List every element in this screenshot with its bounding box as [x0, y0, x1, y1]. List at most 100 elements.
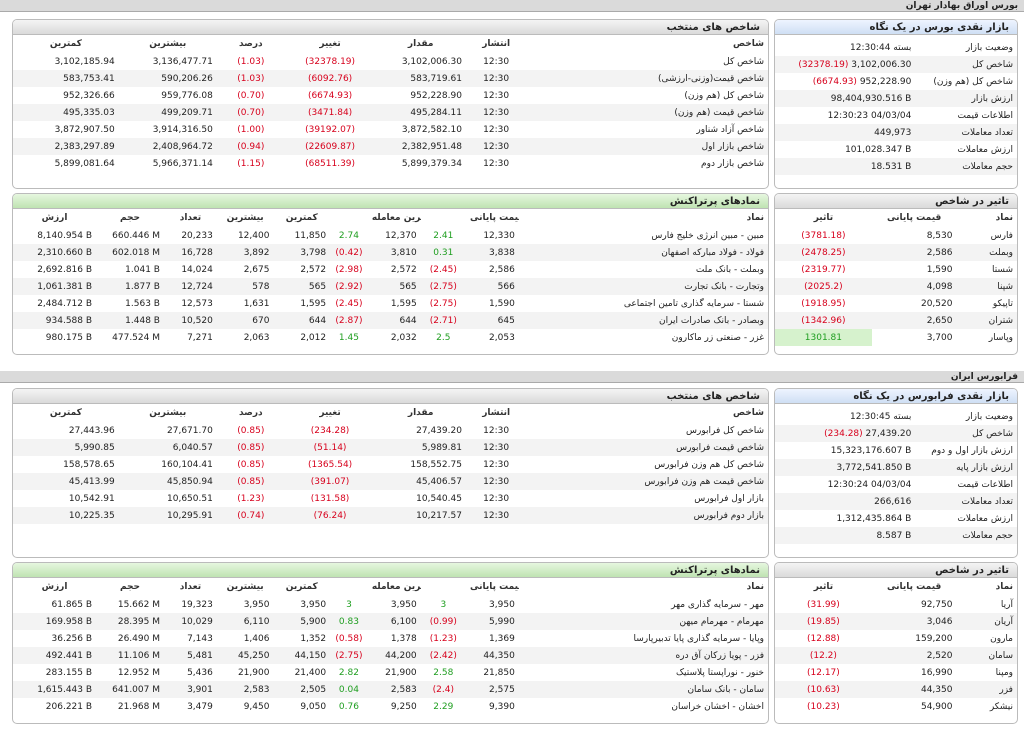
symbol-row[interactable]: 8,140.954 B 660.446 M 20,233 12,400 11,850 2.…: [13, 227, 768, 244]
symbol-row[interactable]: 2,484.712 B 1.563 B 12,573 1,631 1,595 (2.45)…: [13, 295, 768, 312]
impact-row[interactable]: (2025.2) 4,098 شپنا: [775, 278, 1017, 295]
symbol-name[interactable]: وپایا - سرمایه گذاری پایا تدبیرپارسا: [633, 633, 764, 644]
symbol-name[interactable]: فولاد - فولاد مبارکه اصفهان: [518, 244, 768, 261]
index-name[interactable]: بازار اول فرابورس: [694, 493, 764, 504]
table-row[interactable]: 583,753.41 590,206.26 (1.03) (6092.76) 583,7…: [13, 70, 768, 87]
index-name[interactable]: شاخص کل هم وزن فرابورس: [654, 459, 764, 470]
impact-symbol[interactable]: شتران: [956, 312, 1017, 329]
impact-symbol[interactable]: وبملت: [956, 244, 1017, 261]
impact-symbol[interactable]: ومپنا: [995, 667, 1013, 678]
index-name[interactable]: شاخص قیمت هم وزن فرابورس: [526, 473, 768, 490]
impact-row[interactable]: (19.85) 3,046 آریان: [775, 613, 1017, 630]
table-row[interactable]: 952,326.66 959,776.08 (0.70) (6674.93) 952,2…: [13, 87, 768, 104]
table-row[interactable]: 45,413.99 45,850.94 (0.85) (391.07) 45,406.5…: [13, 473, 768, 490]
index-name[interactable]: شاخص کل فرابورس: [686, 425, 764, 436]
index-name[interactable]: شاخص قیمت (هم وزن): [526, 104, 768, 121]
glance-row: (32378.19) 3,102,006.30 شاخص کل: [775, 56, 1017, 73]
cell: (0.99): [420, 613, 466, 630]
cell: 2,505: [273, 681, 331, 698]
impact-row[interactable]: (10.23) 54,900 نیشکر: [775, 698, 1017, 715]
cell: 12,573: [181, 298, 213, 309]
impact-row[interactable]: (31.99) 92,750 آریا: [775, 596, 1017, 613]
impact-symbol[interactable]: شستا: [991, 264, 1013, 275]
impact-row[interactable]: (12.17) 16,990 ومپنا: [775, 664, 1017, 681]
glance-value-cell: 3,772,541.850 B: [775, 459, 916, 476]
symbol-row[interactable]: 36.256 B 26.490 M 7,143 1,406 1,352 (0.58) 1,3…: [13, 630, 768, 647]
table-row[interactable]: 10,542.91 10,650.51 (1.23) (131.58) 10,540.4…: [13, 490, 768, 507]
index-name[interactable]: شاخص بازار دوم: [701, 158, 764, 169]
index-name[interactable]: شاخص کل: [723, 56, 764, 67]
impact-symbol[interactable]: آریان: [956, 613, 1017, 630]
cell: 2,053: [489, 332, 515, 343]
table-row[interactable]: 3,872,907.50 3,914,316.50 (1.00) (39192.07)…: [13, 121, 768, 138]
impact-symbol[interactable]: نیشکر: [989, 701, 1013, 712]
symbol-row[interactable]: 169.958 B 28.395 M 10,029 6,110 5,900 0.83 6,1…: [13, 613, 768, 630]
cell: 92,750: [920, 599, 953, 610]
cell: (1.00): [237, 124, 265, 135]
symbol-row[interactable]: 2,692.816 B 1.041 B 14,024 2,675 2,572 (2.98)…: [13, 261, 768, 278]
symbol-row[interactable]: 492.441 B 11.106 M 5,481 45,250 44,150 (2.75)…: [13, 647, 768, 664]
cell: (391.07): [284, 473, 376, 490]
impact-row[interactable]: (3781.18) 8,530 فارس: [775, 227, 1017, 244]
impact-symbol[interactable]: وپاسار: [988, 332, 1013, 343]
symbol-name[interactable]: خنور - نوراپستا پلاستیک: [675, 667, 764, 678]
impact-symbol[interactable]: مارون: [990, 633, 1013, 644]
index-name[interactable]: شاخص قیمت فرابورس: [526, 439, 768, 456]
table-row[interactable]: 27,443.96 27,671.70 (0.85) (234.28) 27,439.2…: [13, 422, 768, 439]
symbol-row[interactable]: 934.588 B 1.448 B 10,520 670 644 (2.87) 644 (2.…: [13, 312, 768, 329]
glance-row: 12:30:23 04/03/04 اطلاعات قیمت: [775, 107, 1017, 124]
table-row[interactable]: 10,225.35 10,295.91 (0.74) (76.24) 10,217.57…: [13, 507, 768, 524]
symbol-name[interactable]: سامان - بانک سامان: [518, 681, 768, 698]
table-row[interactable]: 5,990.85 6,040.57 (0.85) (51.14) 5,989.81 12:…: [13, 439, 768, 456]
symbol-row[interactable]: 980.175 B 477.524 M 7,271 2,063 2,012 1.45 2,0…: [13, 329, 768, 346]
symbol-name[interactable]: شستا - سرمایه گذاری تامین اجتماعی: [623, 298, 764, 309]
symbol-row[interactable]: 2,310.660 B 602.018 M 16,728 3,892 3,798 (0.4…: [13, 244, 768, 261]
symbol-name[interactable]: وتجارت - بانک تجارت: [518, 278, 768, 295]
column-header: مقدار: [407, 39, 434, 49]
impact-row[interactable]: (10.63) 44,350 فزر: [775, 681, 1017, 698]
symbol-name[interactable]: مهر - سرمایه گذاری مهر: [671, 599, 764, 610]
cell: 3,798: [273, 244, 331, 261]
symbol-name[interactable]: غزر - صنعتی زر ماکارون: [671, 332, 764, 343]
index-name[interactable]: شاخص آزاد شناور: [696, 124, 764, 135]
table-row[interactable]: 158,578.65 160,104.41 (0.85) (1365.54) 158,5…: [13, 456, 768, 473]
symbol-name[interactable]: وبملت - بانک ملت: [695, 264, 764, 275]
glance-value-cell: 12:30:24 04/03/04: [775, 476, 915, 493]
impact-row[interactable]: (1918.95) 20,520 تاپیکو: [775, 295, 1017, 312]
symbol-row[interactable]: 61.865 B 15.662 M 19,323 3,950 3,950 3 3,950 3 3…: [13, 596, 768, 613]
symbol-row[interactable]: 1,061.381 B 1.877 B 12,724 578 565 (2.92) 565(…: [13, 278, 768, 295]
symbol-name[interactable]: فزر - پویا زرکان آق دره: [518, 647, 768, 664]
symbol-name[interactable]: مبین - مبین انرژی خلیج فارس: [651, 230, 764, 241]
impact-row[interactable]: (2319.77) 1,590 شستا: [775, 261, 1017, 278]
table-row[interactable]: 5,899,081.64 5,966,371.14 (1.15) (68511.39)…: [13, 155, 768, 172]
cell: 7,271: [187, 332, 213, 343]
impact-symbol[interactable]: فزر: [956, 681, 1017, 698]
index-name[interactable]: بازار دوم فرابورس: [526, 507, 768, 524]
symbol-name[interactable]: مهرمام - مهرمام میهن: [518, 613, 768, 630]
symbol-row[interactable]: 206.221 B 21.968 M 3,479 9,450 9,050 0.76 9,25…: [13, 698, 768, 715]
table-row[interactable]: 3,102,185.94 3,136,477.71 (1.03) (32378.19)…: [13, 53, 768, 70]
cell: 6,110: [216, 613, 274, 630]
cell: (22609.87): [284, 138, 376, 155]
index-name[interactable]: شاخص کل (هم وزن): [684, 90, 764, 101]
impact-row[interactable]: 1301.81 3,700 وپاسار: [775, 329, 1017, 346]
impact-row[interactable]: (2478.25) 2,586 وبملت: [775, 244, 1017, 261]
cell: 44,150: [273, 647, 331, 664]
impact-symbol[interactable]: تاپیکو: [992, 298, 1013, 309]
table-row[interactable]: 2,383,297.89 2,408,964.72 (0.94) (22609.87)…: [13, 138, 768, 155]
impact-symbol[interactable]: فارس: [990, 230, 1013, 241]
symbol-row[interactable]: 283.155 B 12.952 M 5,436 21,900 21,400 2.82 21…: [13, 664, 768, 681]
index-name[interactable]: شاخص قیمت(وزنی-ارزشی): [526, 70, 768, 87]
impact-symbol[interactable]: سامان: [956, 647, 1017, 664]
impact-symbol[interactable]: شپنا: [956, 278, 1017, 295]
symbol-name[interactable]: اخشان - اخشان خراسان: [671, 701, 764, 712]
symbol-name[interactable]: وبصادر - بانک صادرات ایران: [518, 312, 768, 329]
impact-row[interactable]: (1342.96) 2,650 شتران: [775, 312, 1017, 329]
index-name[interactable]: شاخص بازار اول: [526, 138, 768, 155]
impact-row[interactable]: (12.2) 2,520 سامان: [775, 647, 1017, 664]
impact-row[interactable]: (12.88) 159,200 مارون: [775, 630, 1017, 647]
impact-symbol[interactable]: آریا: [1000, 599, 1013, 610]
symbol-row[interactable]: 1,615.443 B 641.007 M 3,901 2,583 2,505 0.04 2…: [13, 681, 768, 698]
table-row[interactable]: 495,335.03 499,209.71 (0.70) (3471.84) 495,2…: [13, 104, 768, 121]
cell: 3,872,907.50: [54, 124, 115, 135]
